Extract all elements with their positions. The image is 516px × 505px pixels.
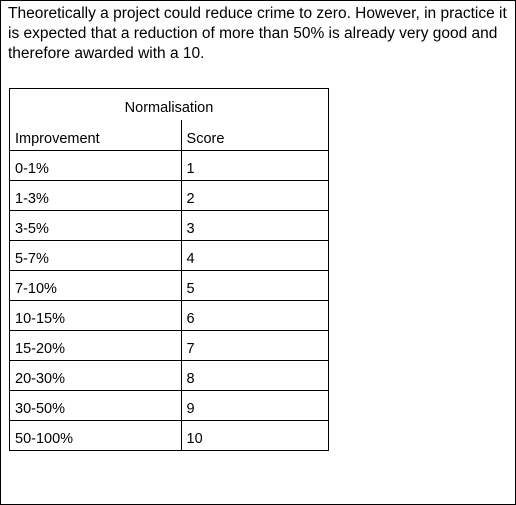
intro-paragraph: Theoretically a project could reduce cri…	[8, 5, 507, 62]
improvement-cell: 15-20%	[9, 330, 182, 361]
normalisation-table-body: Normalisation Improvement Score 0-1% 1 1…	[9, 88, 330, 451]
table-row: 20-30% 8	[9, 360, 330, 391]
table-row: 7-10% 5	[9, 270, 330, 301]
table-row: 50-100% 10	[9, 420, 330, 451]
improvement-cell: 5-7%	[9, 240, 182, 271]
score-cell: 2	[180, 180, 330, 211]
score-cell: 8	[180, 360, 330, 391]
score-cell: 1	[180, 150, 330, 181]
improvement-cell: 3-5%	[9, 210, 182, 241]
improvement-cell: 30-50%	[9, 390, 182, 421]
table-row: 0-1% 1	[9, 150, 330, 181]
improvement-cell: 10-15%	[9, 300, 182, 331]
header-score: Score	[180, 119, 330, 151]
table-row: 30-50% 9	[9, 390, 330, 421]
score-cell: 10	[180, 420, 330, 451]
score-cell: 4	[180, 240, 330, 271]
score-cell: 5	[180, 270, 330, 301]
table-title-row: Normalisation	[9, 88, 329, 120]
score-cell: 7	[180, 330, 330, 361]
table-row: 3-5% 3	[9, 210, 330, 241]
table-row: 5-7% 4	[9, 240, 330, 271]
table-row: 15-20% 7	[9, 330, 330, 361]
score-cell: 3	[180, 210, 330, 241]
score-cell: 9	[180, 390, 330, 421]
table-row: 10-15% 6	[9, 300, 330, 331]
table-row: 1-3% 2	[9, 180, 330, 211]
improvement-cell: 7-10%	[9, 270, 182, 301]
table-header-row: Improvement Score	[9, 119, 330, 151]
header-improvement: Improvement	[9, 119, 182, 151]
score-cell: 6	[180, 300, 330, 331]
normalisation-table: Normalisation Improvement Score 0-1% 1 1…	[9, 88, 330, 451]
improvement-cell: 1-3%	[9, 180, 182, 211]
table-title: Normalisation	[9, 88, 329, 120]
improvement-cell: 50-100%	[9, 420, 182, 451]
improvement-cell: 20-30%	[9, 360, 182, 391]
improvement-cell: 0-1%	[9, 150, 182, 181]
